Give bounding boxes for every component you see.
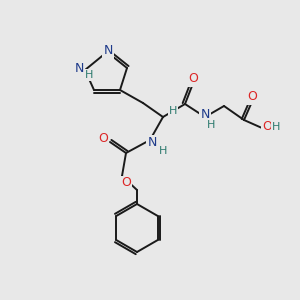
- Text: N: N: [200, 109, 210, 122]
- Text: N: N: [74, 61, 84, 74]
- Text: H: H: [169, 106, 177, 116]
- Text: N: N: [103, 44, 113, 58]
- Text: O: O: [247, 91, 257, 103]
- Text: N: N: [147, 136, 157, 148]
- Text: O: O: [121, 176, 131, 190]
- Text: H: H: [85, 70, 93, 80]
- Text: H: H: [207, 120, 215, 130]
- Text: H: H: [272, 122, 280, 132]
- Text: O: O: [262, 121, 272, 134]
- Text: O: O: [98, 131, 108, 145]
- Text: O: O: [188, 73, 198, 85]
- Text: H: H: [159, 146, 167, 156]
